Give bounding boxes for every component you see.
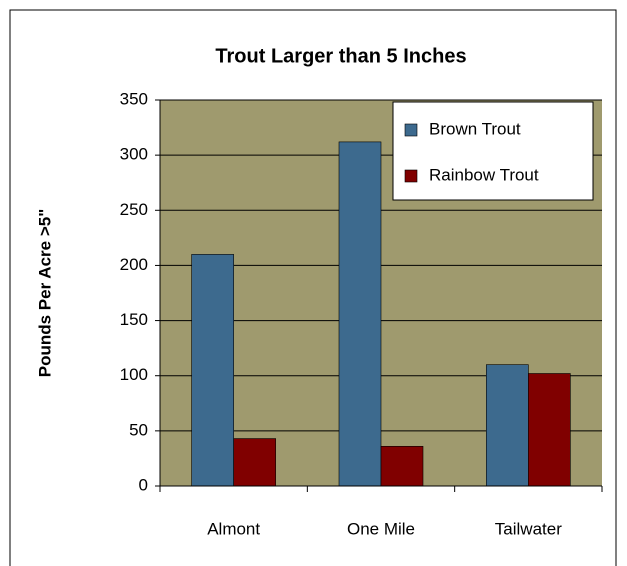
y-tick-label: 200 [120, 255, 148, 274]
x-tick-label: One Mile [347, 519, 415, 538]
bar [486, 364, 529, 487]
legend-box [392, 101, 594, 201]
y-tick-label: 350 [120, 89, 148, 108]
bar [233, 438, 276, 487]
x-tick-label: Tailwater [495, 519, 562, 538]
bar [528, 373, 571, 487]
bar [338, 141, 382, 487]
y-axis-label: Pounds Per Acre >5" [35, 209, 54, 378]
y-tick-label: 100 [120, 365, 148, 384]
x-tick-label: Almont [207, 519, 260, 538]
legend-swatch [404, 123, 418, 137]
y-tick-label: 150 [120, 310, 148, 329]
y-tick-label: 50 [129, 420, 148, 439]
y-tick-label: 250 [120, 200, 148, 219]
y-tick-label: 0 [139, 475, 148, 494]
legend-swatch [404, 169, 418, 183]
chart-title: Trout Larger than 5 Inches [215, 45, 466, 67]
y-tick-label: 300 [120, 145, 148, 164]
legend-label: Brown Trout [429, 119, 521, 138]
bar [191, 254, 234, 487]
bar [380, 445, 424, 487]
legend-label: Rainbow Trout [429, 165, 539, 184]
